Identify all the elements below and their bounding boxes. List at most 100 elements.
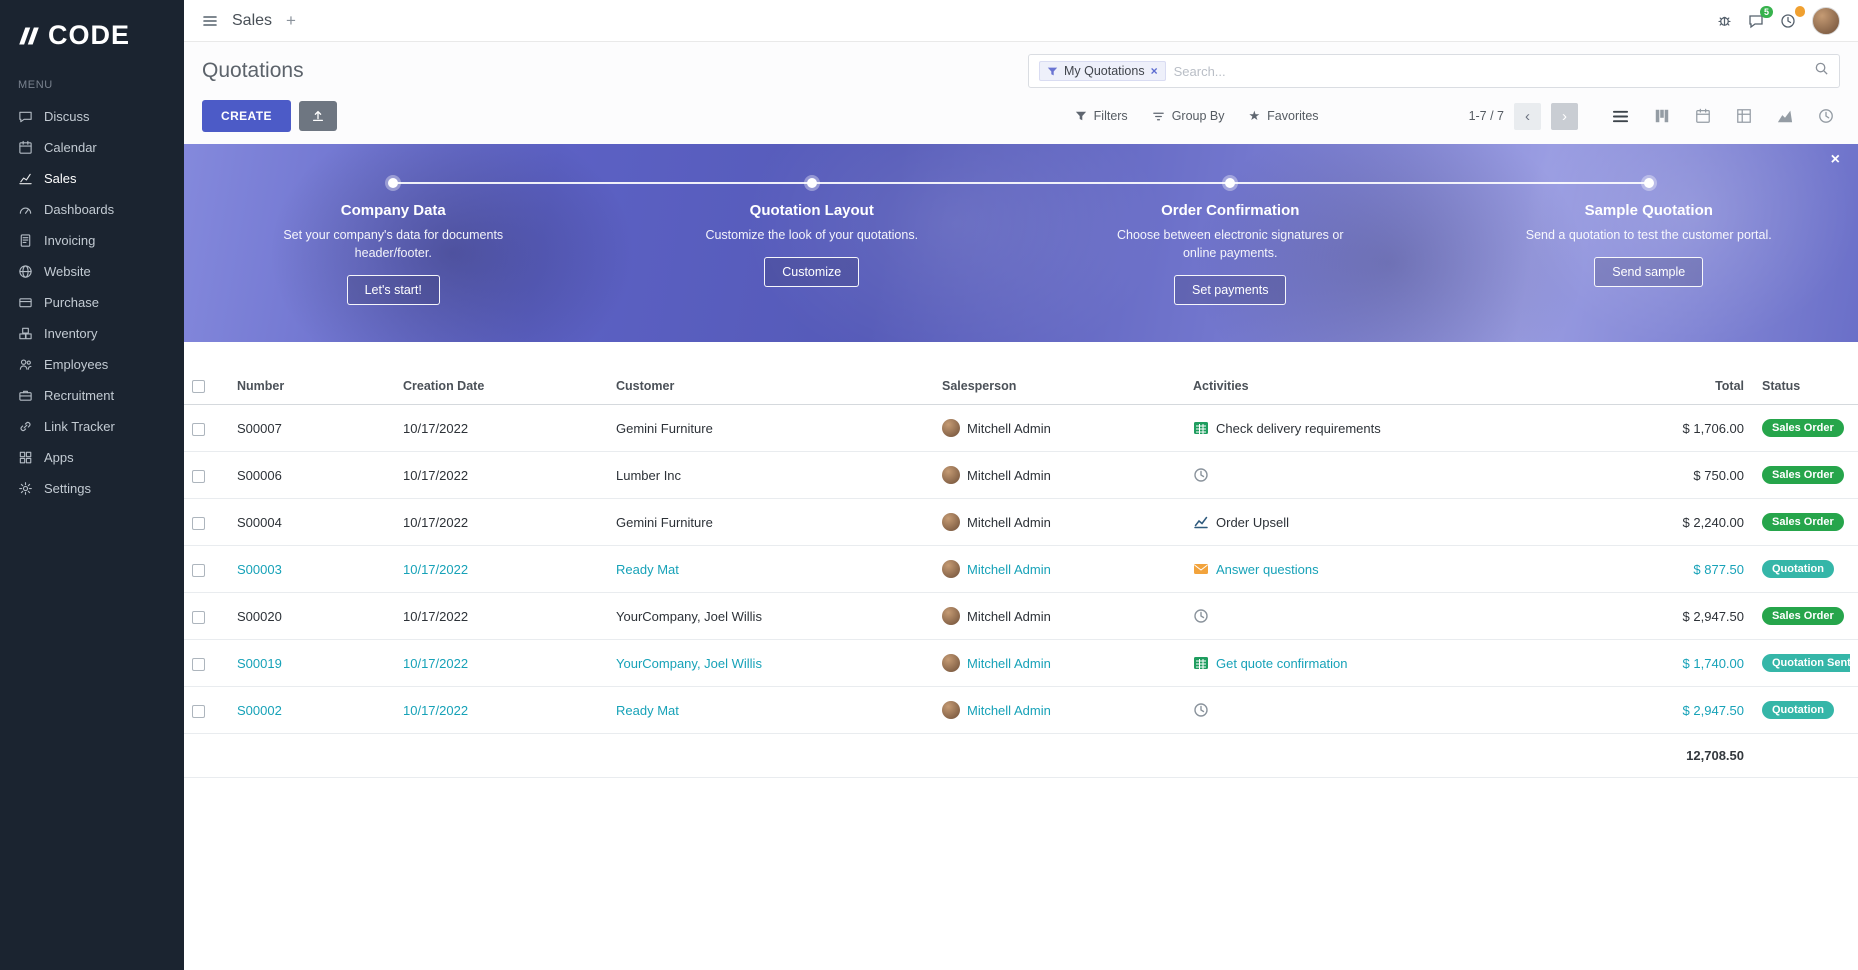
- order-total: $ 2,240.00: [1576, 498, 1754, 547]
- table-row[interactable]: S00004 10/17/2022 Gemini Furniture Mitch…: [184, 498, 1858, 547]
- clock-icon[interactable]: [1193, 608, 1209, 624]
- column-header-number[interactable]: Number: [229, 368, 395, 406]
- sales-icon: [18, 171, 33, 186]
- column-header-activities[interactable]: Activities: [1185, 368, 1576, 406]
- activities-button[interactable]: [1780, 5, 1805, 29]
- row-checkbox[interactable]: [192, 610, 205, 624]
- facet-remove-icon[interactable]: ×: [1150, 64, 1158, 78]
- group-by-button[interactable]: Group By: [1152, 109, 1225, 123]
- search-input[interactable]: [1173, 63, 1806, 79]
- kanban-view-icon[interactable]: [1654, 108, 1670, 124]
- sidebar-item-settings[interactable]: Settings: [0, 473, 184, 504]
- table-row[interactable]: S00007 10/17/2022 Gemini Furniture Mitch…: [184, 404, 1858, 453]
- control-panel: Quotations My Quotations ×: [184, 42, 1858, 144]
- activity-label[interactable]: Order Upsell: [1216, 514, 1289, 530]
- email-icon[interactable]: [1193, 561, 1209, 577]
- row-checkbox[interactable]: [192, 422, 205, 436]
- row-checkbox[interactable]: [192, 516, 205, 530]
- row-checkbox[interactable]: [192, 563, 205, 577]
- activity-view-icon[interactable]: [1818, 108, 1834, 124]
- messages-button[interactable]: 5: [1748, 5, 1773, 29]
- current-app-label[interactable]: Sales: [232, 11, 273, 29]
- graph-view-icon[interactable]: [1777, 108, 1793, 124]
- create-button[interactable]: CREATE: [202, 100, 291, 132]
- activity-label[interactable]: Get quote confirmation: [1216, 655, 1348, 671]
- list-view-icon[interactable]: [1612, 108, 1629, 125]
- sidebar-item-recruitment[interactable]: Recruitment: [0, 380, 184, 411]
- pager-next-button[interactable]: ›: [1551, 102, 1578, 130]
- select-all-checkbox[interactable]: [192, 380, 205, 394]
- customer-name: YourCompany, Joel Willis: [608, 639, 934, 688]
- salesperson-name: Mitchell Admin: [967, 467, 1051, 483]
- pager-prev-button[interactable]: ‹: [1514, 102, 1541, 130]
- row-checkbox[interactable]: [192, 469, 205, 483]
- chart-icon[interactable]: [1193, 514, 1209, 530]
- salesperson-avatar: [942, 419, 960, 438]
- apps-icon: [18, 450, 33, 465]
- banner-close-icon[interactable]: ×: [1830, 151, 1840, 168]
- sidebar-item-employees[interactable]: Employees: [0, 349, 184, 380]
- sidebar-item-apps[interactable]: Apps: [0, 442, 184, 473]
- hamburger-menu-icon[interactable]: [202, 13, 218, 29]
- column-header-customer[interactable]: Customer: [608, 368, 934, 406]
- pivot-view-icon[interactable]: [1736, 108, 1752, 124]
- salesperson-avatar: [942, 560, 960, 579]
- sidebar-item-website[interactable]: Website: [0, 256, 184, 287]
- clock-icon[interactable]: [1193, 467, 1209, 483]
- activities-count-badge: [1795, 5, 1805, 17]
- filters-button[interactable]: Filters: [1075, 109, 1128, 123]
- favorites-button[interactable]: ★ Favorites: [1249, 108, 1319, 124]
- sidebar-item-dashboards[interactable]: Dashboards: [0, 194, 184, 225]
- search-bar[interactable]: My Quotations ×: [1028, 54, 1840, 88]
- column-header-creation-date[interactable]: Creation Date: [395, 368, 608, 406]
- spreadsheet-icon[interactable]: [1193, 420, 1209, 436]
- status-badge: Sales Order: [1762, 419, 1844, 438]
- sidebar-item-discuss[interactable]: Discuss: [0, 101, 184, 132]
- add-tab-button[interactable]: +: [286, 10, 296, 30]
- sidebar-item-label: Dashboards: [44, 202, 115, 217]
- quotations-table: Number Creation Date Customer Salesperso…: [184, 368, 1858, 779]
- search-facet-my-quotations[interactable]: My Quotations ×: [1039, 61, 1166, 81]
- group-by-label: Group By: [1171, 109, 1225, 123]
- set-payments-button[interactable]: Set payments: [1174, 275, 1287, 306]
- sidebar-item-link-tracker[interactable]: Link Tracker: [0, 411, 184, 442]
- brand-logo: CODE: [0, 0, 184, 75]
- row-checkbox[interactable]: [192, 657, 205, 671]
- dashboards-icon: [18, 202, 33, 217]
- activity-label[interactable]: Check delivery requirements: [1216, 420, 1381, 436]
- search-icon[interactable]: [1814, 61, 1829, 81]
- table-row[interactable]: S00019 10/17/2022 YourCompany, Joel Will…: [184, 639, 1858, 688]
- sidebar-item-calendar[interactable]: Calendar: [0, 132, 184, 163]
- column-header-salesperson[interactable]: Salesperson: [934, 368, 1185, 406]
- sidebar-item-sales[interactable]: Sales: [0, 163, 184, 194]
- activity-label[interactable]: Answer questions: [1216, 561, 1319, 577]
- sidebar-item-label: Purchase: [44, 295, 99, 310]
- sidebar-item-purchase[interactable]: Purchase: [0, 287, 184, 318]
- customize-button[interactable]: Customize: [764, 257, 860, 288]
- order-total: $ 877.50: [1576, 545, 1754, 594]
- topbar: Sales + 5: [184, 0, 1858, 42]
- creation-date: 10/17/2022: [395, 498, 608, 547]
- sidebar-item-invoicing[interactable]: Invoicing: [0, 225, 184, 256]
- quotation-number: S00020: [229, 592, 395, 641]
- user-avatar[interactable]: [1812, 6, 1840, 35]
- table-row[interactable]: S00020 10/17/2022 YourCompany, Joel Will…: [184, 592, 1858, 641]
- quotation-number: S00002: [229, 686, 395, 735]
- column-header-status[interactable]: Status: [1754, 368, 1858, 406]
- export-button[interactable]: [298, 101, 337, 131]
- table-row[interactable]: S00006 10/17/2022 Lumber Inc Mitchell Ad…: [184, 451, 1858, 500]
- creation-date: 10/17/2022: [395, 404, 608, 453]
- sidebar-item-label: Employees: [44, 357, 109, 372]
- lets-start-button[interactable]: Let's start!: [346, 275, 440, 306]
- sidebar-item-inventory[interactable]: Inventory: [0, 318, 184, 349]
- send-sample-button[interactable]: Send sample: [1594, 257, 1704, 288]
- column-header-total[interactable]: Total: [1576, 368, 1754, 406]
- row-checkbox[interactable]: [192, 704, 205, 718]
- clock-icon[interactable]: [1193, 702, 1209, 718]
- table-row[interactable]: S00002 10/17/2022 Ready Mat Mitchell Adm…: [184, 686, 1858, 735]
- spreadsheet-icon[interactable]: [1193, 655, 1209, 671]
- bug-icon[interactable]: [1717, 13, 1732, 28]
- table-row[interactable]: S00003 10/17/2022 Ready Mat Mitchell Adm…: [184, 545, 1858, 594]
- step-dot: [388, 178, 399, 188]
- calendar-view-icon[interactable]: [1695, 108, 1711, 124]
